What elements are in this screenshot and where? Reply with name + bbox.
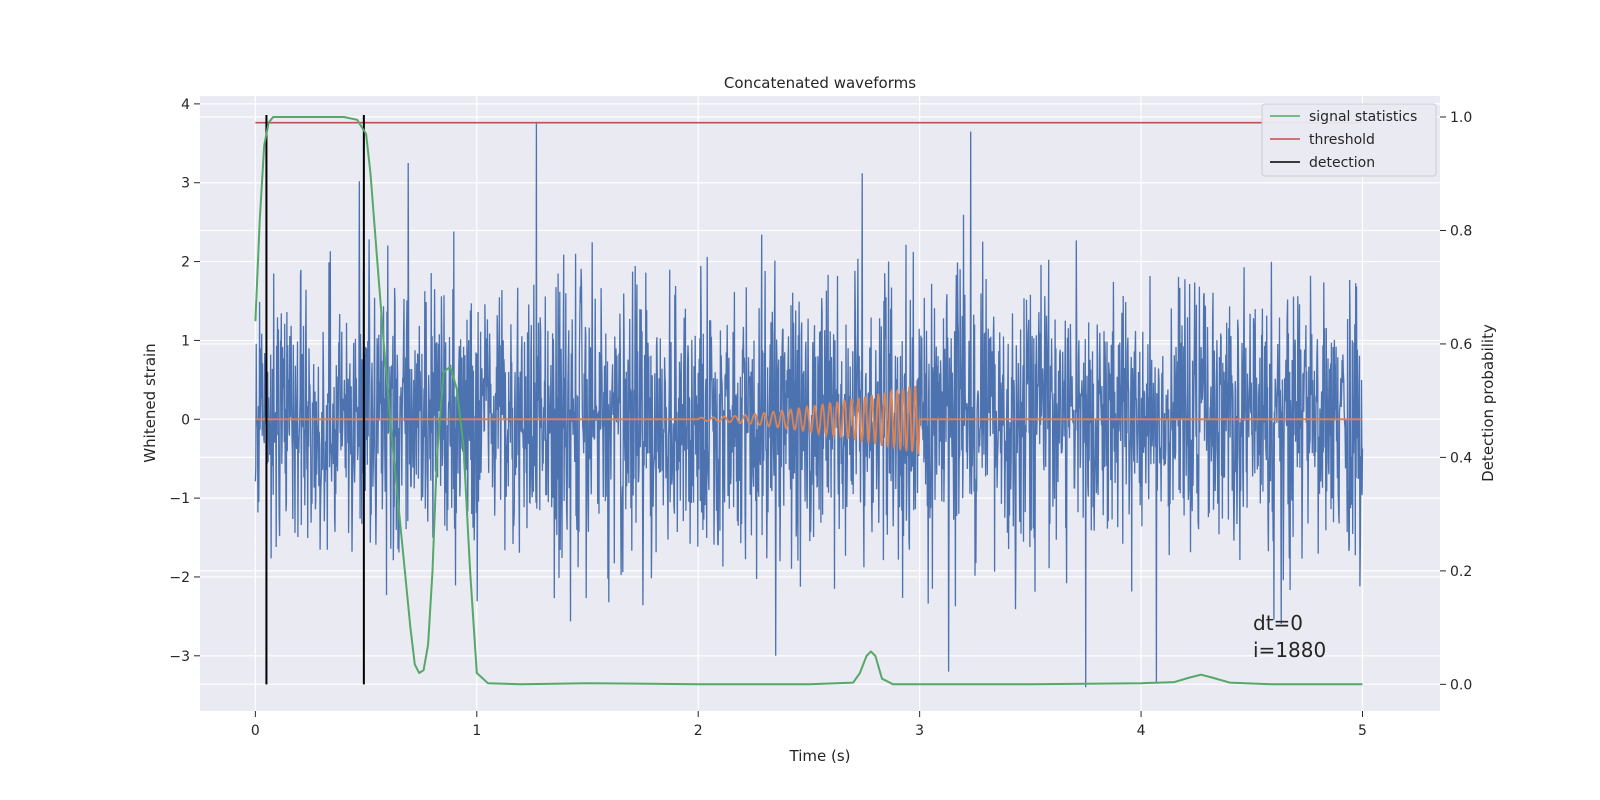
y-tick-label: 3 <box>181 176 190 192</box>
y-tick-label: −3 <box>169 649 190 665</box>
y-tick-label: 1 <box>181 333 190 349</box>
x-tick-label: 5 <box>1358 723 1367 739</box>
series-layer <box>254 114 1364 688</box>
legend-label-signal-statistics: signal statistics <box>1309 109 1417 125</box>
legend-label-threshold: threshold <box>1309 132 1375 148</box>
legend: signal statistics threshold detection <box>1261 103 1437 177</box>
y-tick-label: −1 <box>169 491 190 507</box>
y2-tick-label: 1.0 <box>1450 110 1472 126</box>
signal-statistics-line <box>254 116 1363 686</box>
x-axis-ticks: 0 1 2 3 4 5 <box>251 711 1367 739</box>
y2-axis-ticks: 0.0 0.2 0.4 0.6 0.8 1.0 <box>1440 110 1472 693</box>
y2-tick-label: 0.0 <box>1450 677 1472 693</box>
x-tick-label: 4 <box>1137 723 1146 739</box>
y2-tick-label: 0.2 <box>1450 564 1472 580</box>
annotation-box: dt=0 i=1880 <box>1253 611 1326 662</box>
y-tick-label: 4 <box>181 97 190 113</box>
y-axis-label: Whitened strain <box>141 343 159 462</box>
x-axis-label: Time (s) <box>789 747 851 765</box>
y2-tick-label: 0.8 <box>1450 223 1472 239</box>
y-tick-label: −2 <box>169 570 190 586</box>
annotation-dt: dt=0 <box>1253 611 1303 635</box>
annotation-i: i=1880 <box>1253 638 1326 662</box>
x-tick-label: 0 <box>251 723 260 739</box>
y2-tick-label: 0.6 <box>1450 337 1472 353</box>
chart-title: Concatenated waveforms <box>724 74 916 92</box>
y2-axis-label: Detection probability <box>1479 324 1497 482</box>
y-tick-label: 2 <box>181 255 190 271</box>
x-tick-label: 2 <box>694 723 703 739</box>
legend-box <box>1261 103 1437 177</box>
x-tick-label: 3 <box>915 723 924 739</box>
y-axis-ticks: −3 −2 −1 0 1 2 3 4 <box>169 97 200 665</box>
legend-label-detection: detection <box>1309 155 1375 171</box>
y-tick-label: 0 <box>181 412 190 428</box>
y2-tick-label: 0.4 <box>1450 450 1472 466</box>
x-tick-label: 1 <box>472 723 481 739</box>
